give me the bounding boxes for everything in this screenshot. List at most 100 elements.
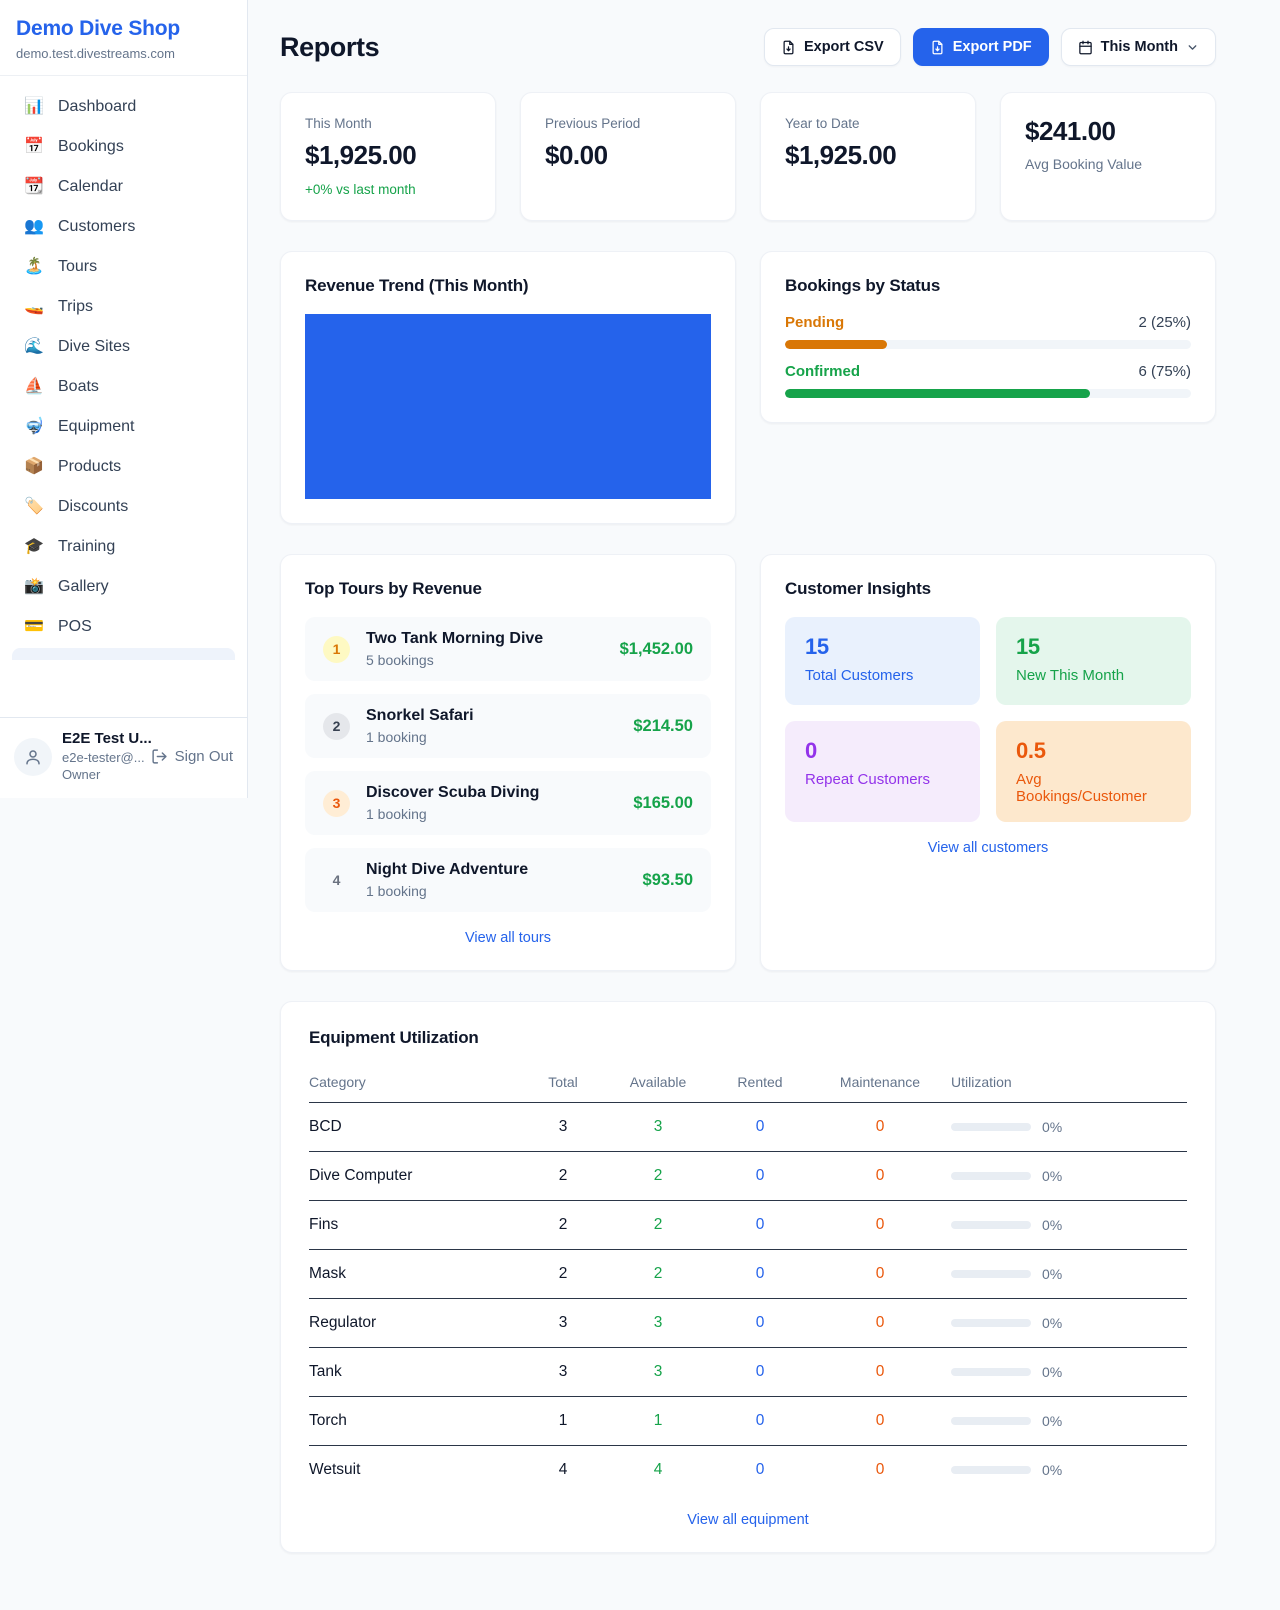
sidebar-item-gallery[interactable]: 📸 Gallery	[12, 568, 235, 606]
cell-available: 4	[653, 1461, 663, 1478]
stat-label: Avg Booking Value	[1025, 156, 1143, 172]
utilization-bar	[951, 1319, 1031, 1327]
insight-tile-total-customers: 15 Total Customers	[785, 617, 980, 705]
sidebar-item-label: Dive Sites	[58, 338, 131, 355]
page-title: Reports	[280, 31, 380, 62]
export-csv-button[interactable]: Export CSV	[763, 28, 901, 66]
file-download-icon	[932, 40, 943, 54]
status-label: Confirmed	[785, 363, 860, 380]
cell-total: 2	[558, 1216, 568, 1233]
user-panel: E2E Test U... e2e-tester@... Owner Sign …	[0, 716, 247, 798]
utilization-text: 0%	[1042, 1217, 1063, 1233]
table-row: Mask 2 2 0 0 0%	[309, 1250, 1187, 1299]
sidebar-item-calendar[interactable]: 📆 Calendar	[12, 168, 235, 206]
insight-label: Repeat Customers	[805, 771, 931, 788]
cell-category: Regulator	[309, 1314, 377, 1331]
stat-card-avg-booking-value: $241.00 Avg Booking Value	[1000, 92, 1216, 221]
sidebar-item-customers[interactable]: 👥 Customers	[12, 208, 235, 246]
stat-label: Year to Date	[785, 116, 860, 131]
stat-value: $241.00	[1025, 116, 1116, 146]
sidebar-item-tours[interactable]: 🏝️ Tours	[12, 248, 235, 286]
sidebar-item-trips[interactable]: 🚤 Trips	[12, 288, 235, 326]
view-all-customers-link[interactable]: View all customers	[785, 840, 1191, 856]
progress-fill-confirmed	[785, 389, 1090, 398]
utilization-text: 0%	[1042, 1119, 1063, 1135]
cell-total: 3	[558, 1118, 568, 1135]
speedboat-icon: 🚤	[24, 298, 44, 315]
sidebar-item-bookings[interactable]: 📅 Bookings	[12, 128, 235, 166]
table-row: BCD 3 3 0 0 0%	[309, 1103, 1187, 1152]
customer-insights-card: Customer Insights 15 Total Customers 15 …	[760, 554, 1216, 971]
cell-category: Mask	[309, 1265, 347, 1282]
status-row-confirmed: Confirmed 6 (75%)	[785, 363, 1191, 398]
stat-card-this-month: This Month $1,925.00 +0% vs last month	[280, 92, 496, 221]
utilization-bar	[951, 1221, 1031, 1229]
sidebar-item-boats[interactable]: ⛵ Boats	[12, 368, 235, 406]
utilization-bar	[951, 1466, 1031, 1474]
view-all-tours-link[interactable]: View all tours	[305, 930, 711, 946]
cell-utilization: 0%	[951, 1266, 1187, 1282]
column-header-maintenance: Maintenance	[839, 1074, 921, 1090]
camera-icon: 📸	[24, 578, 44, 595]
column-header-total: Total	[548, 1074, 578, 1090]
insight-tile-avg-bookings: 0.5 Avg Bookings/Customer	[996, 721, 1191, 822]
table-header-row: Category Total Available Rented Maintena…	[309, 1066, 1187, 1103]
progress-fill-pending	[785, 340, 887, 349]
utilization-text: 0%	[1042, 1413, 1063, 1429]
customers-icon: 👥	[24, 218, 44, 235]
tour-bookings: 1 booking	[366, 883, 427, 899]
utilization-bar	[951, 1368, 1031, 1376]
status-count: 6 (75%)	[1138, 363, 1191, 380]
sidebar-nav: 📊 Dashboard 📅 Bookings 📆 Calendar 👥 Cust…	[0, 76, 247, 717]
view-all-equipment-link[interactable]: View all equipment	[309, 1512, 1187, 1528]
cell-rented: 0	[755, 1412, 765, 1429]
cell-maintenance: 0	[875, 1412, 885, 1429]
column-header-available: Available	[629, 1074, 687, 1090]
sidebar-item-label: Products	[58, 458, 122, 475]
shop-name: Demo Dive Shop	[16, 17, 181, 40]
utilization-text: 0%	[1042, 1364, 1063, 1380]
equipment-utilization-card: Equipment Utilization Category Total Ava…	[280, 1001, 1216, 1553]
cell-total: 3	[558, 1363, 568, 1380]
sign-out-button[interactable]: Sign Out	[151, 748, 233, 765]
insight-label: Total Customers	[805, 667, 914, 684]
insights-row: Top Tours by Revenue 1 Two Tank Morning …	[280, 554, 1216, 971]
period-selector[interactable]: This Month	[1060, 28, 1216, 66]
rank-badge: 4	[332, 872, 341, 888]
tour-revenue: $214.50	[633, 716, 693, 735]
sidebar-item-training[interactable]: 🎓 Training	[12, 528, 235, 566]
tour-row: 2 Snorkel Safari 1 booking $214.50	[305, 694, 711, 758]
revenue-trend-chart	[305, 314, 711, 499]
progress-track	[785, 389, 1191, 398]
tour-row: 1 Two Tank Morning Dive 5 bookings $1,45…	[305, 617, 711, 681]
insight-value: 0.5	[1016, 738, 1046, 763]
sidebar-item-products[interactable]: 📦 Products	[12, 448, 235, 486]
sidebar-item-reports-partial[interactable]	[12, 648, 235, 660]
cell-utilization: 0%	[951, 1217, 1187, 1233]
diving-mask-icon: 🤿	[24, 418, 44, 435]
sidebar-item-pos[interactable]: 💳 POS	[12, 608, 235, 646]
sidebar-item-dive-sites[interactable]: 🌊 Dive Sites	[12, 328, 235, 366]
cell-total: 4	[558, 1461, 568, 1478]
export-pdf-button[interactable]: Export PDF	[912, 28, 1049, 66]
revenue-trend-title: Revenue Trend (This Month)	[305, 276, 529, 295]
sidebar-item-equipment[interactable]: 🤿 Equipment	[12, 408, 235, 446]
cell-utilization: 0%	[951, 1364, 1187, 1380]
sidebar-item-label: Tours	[58, 258, 98, 275]
sidebar-item-dashboard[interactable]: 📊 Dashboard	[12, 88, 235, 126]
column-header-rented: Rented	[737, 1074, 783, 1090]
cell-rented: 0	[755, 1363, 765, 1380]
sidebar-item-label: POS	[58, 618, 92, 635]
cell-category: Torch	[309, 1412, 347, 1429]
utilization-bar	[951, 1123, 1031, 1131]
stat-value: $0.00	[545, 140, 608, 170]
main-content: Reports Export CSV Export PDF This Month…	[248, 0, 1280, 1593]
tag-icon: 🏷️	[24, 498, 44, 515]
sidebar-item-discounts[interactable]: 🏷️ Discounts	[12, 488, 235, 526]
user-info: E2E Test U... e2e-tester@... Owner	[62, 730, 152, 784]
cell-maintenance: 0	[875, 1167, 885, 1184]
charts-row: Revenue Trend (This Month) Bookings by S…	[280, 251, 1216, 524]
progress-track	[785, 340, 1191, 349]
cell-utilization: 0%	[951, 1315, 1187, 1331]
insight-value: 0	[805, 738, 817, 763]
